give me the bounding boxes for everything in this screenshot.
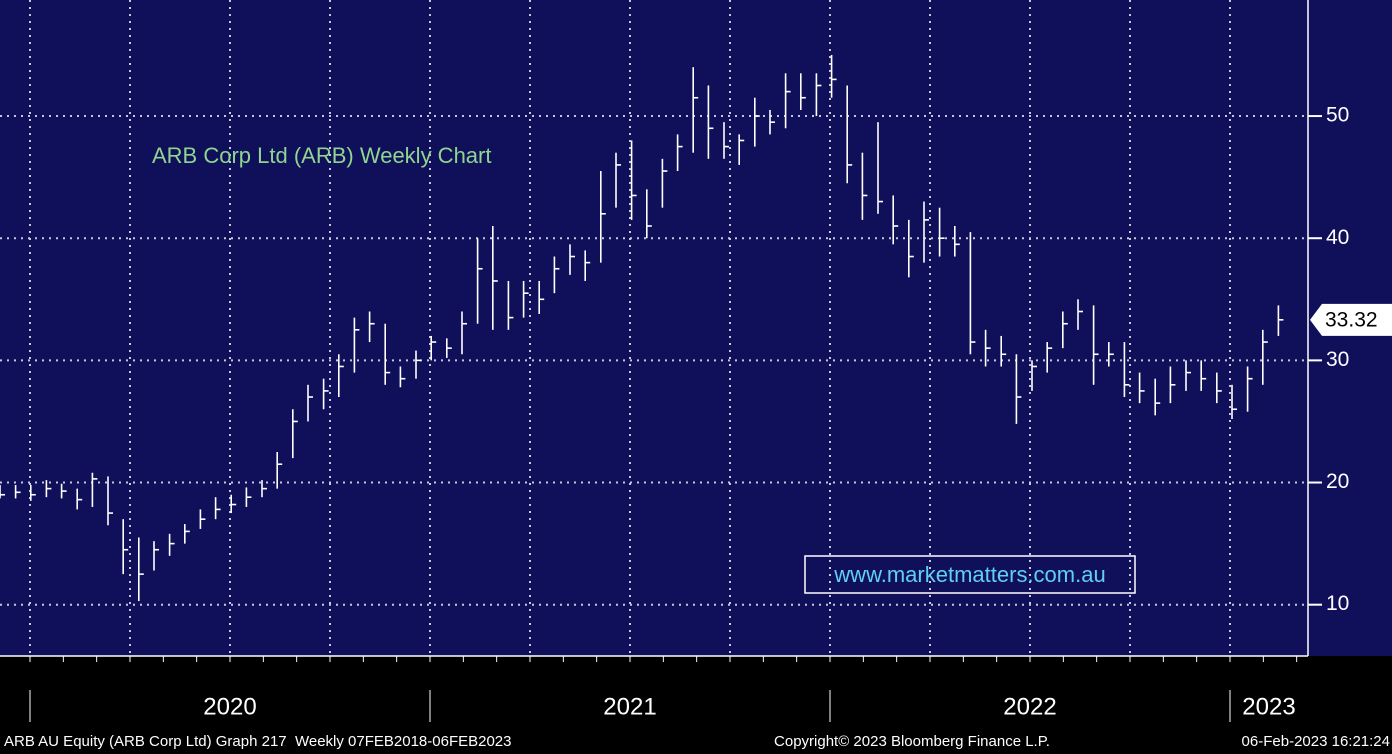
y-tick-label: 20 — [1326, 470, 1349, 493]
footer-right: 06-Feb-2023 16:21:24 — [1242, 733, 1390, 750]
x-tick-label: 2021 — [603, 693, 656, 720]
watermark: www.marketmatters.com.au — [833, 562, 1105, 587]
axis-band — [0, 656, 1392, 754]
x-tick-label: 2023 — [1242, 693, 1295, 720]
footer-left: ARB AU Equity (ARB Corp Ltd) Graph 217 W… — [4, 733, 511, 750]
last-price-label: 33.32 — [1325, 308, 1378, 331]
footer-center: Copyright© 2023 Bloomberg Finance L.P. — [774, 733, 1050, 750]
last-price-tag — [1310, 303, 1392, 336]
y-tick-label: 50 — [1326, 104, 1349, 127]
grid — [0, 0, 1308, 656]
plot-background — [0, 0, 1392, 656]
chart-title: ARB Corp Ltd (ARB) Weekly Chart — [152, 143, 491, 168]
watermark-box — [804, 555, 1136, 594]
y-tick-label: 30 — [1326, 348, 1349, 371]
y-tick-label: 10 — [1326, 592, 1349, 615]
x-tick-label: 2022 — [1003, 693, 1056, 720]
price-bars — [0, 54, 1284, 602]
y-tick-label: 40 — [1326, 226, 1349, 249]
x-tick-label: 2020 — [203, 693, 256, 720]
